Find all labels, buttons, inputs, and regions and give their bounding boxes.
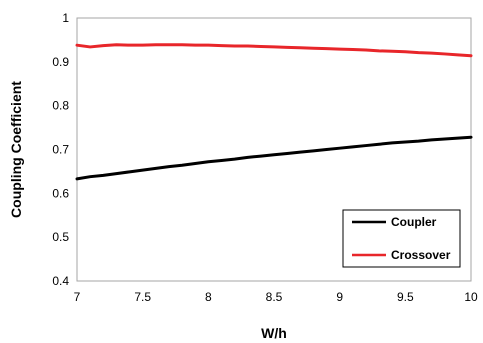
series-line-coupler xyxy=(75,135,473,181)
legend-label-coupler: Coupler xyxy=(391,215,437,229)
y-tick-label: 0.6 xyxy=(52,186,69,200)
legend: Coupler Crossover xyxy=(342,209,461,268)
y-axis-title: Coupling Coefficient xyxy=(8,81,24,218)
legend-box xyxy=(342,209,461,268)
x-tick-label: 8.5 xyxy=(266,290,283,304)
x-tick-label: 7.5 xyxy=(134,290,151,304)
y-tick-label: 0.9 xyxy=(52,55,69,69)
legend-label-crossover: Crossover xyxy=(391,248,451,262)
y-tick-label: 0.5 xyxy=(52,230,69,244)
y-tick-label: 1 xyxy=(62,11,69,25)
x-tick-label: 10 xyxy=(464,290,478,304)
x-tick-label: 7 xyxy=(74,290,81,304)
x-tick-label: 9 xyxy=(336,290,343,304)
series-line-crossover xyxy=(75,43,473,58)
x-tick-labels: 7 7.5 8 8.5 9 9.5 10 xyxy=(74,290,478,304)
y-tick-label: 0.7 xyxy=(52,143,69,157)
y-tick-label: 0.8 xyxy=(52,99,69,113)
y-tick-label: 0.4 xyxy=(52,274,69,288)
x-axis-title: W/h xyxy=(261,325,287,341)
x-tick-label: 8 xyxy=(205,290,212,304)
y-tick-labels: 0.4 0.5 0.6 0.7 0.8 0.9 1 xyxy=(52,11,69,288)
series-lines xyxy=(75,43,473,181)
x-tick-label: 9.5 xyxy=(397,290,414,304)
